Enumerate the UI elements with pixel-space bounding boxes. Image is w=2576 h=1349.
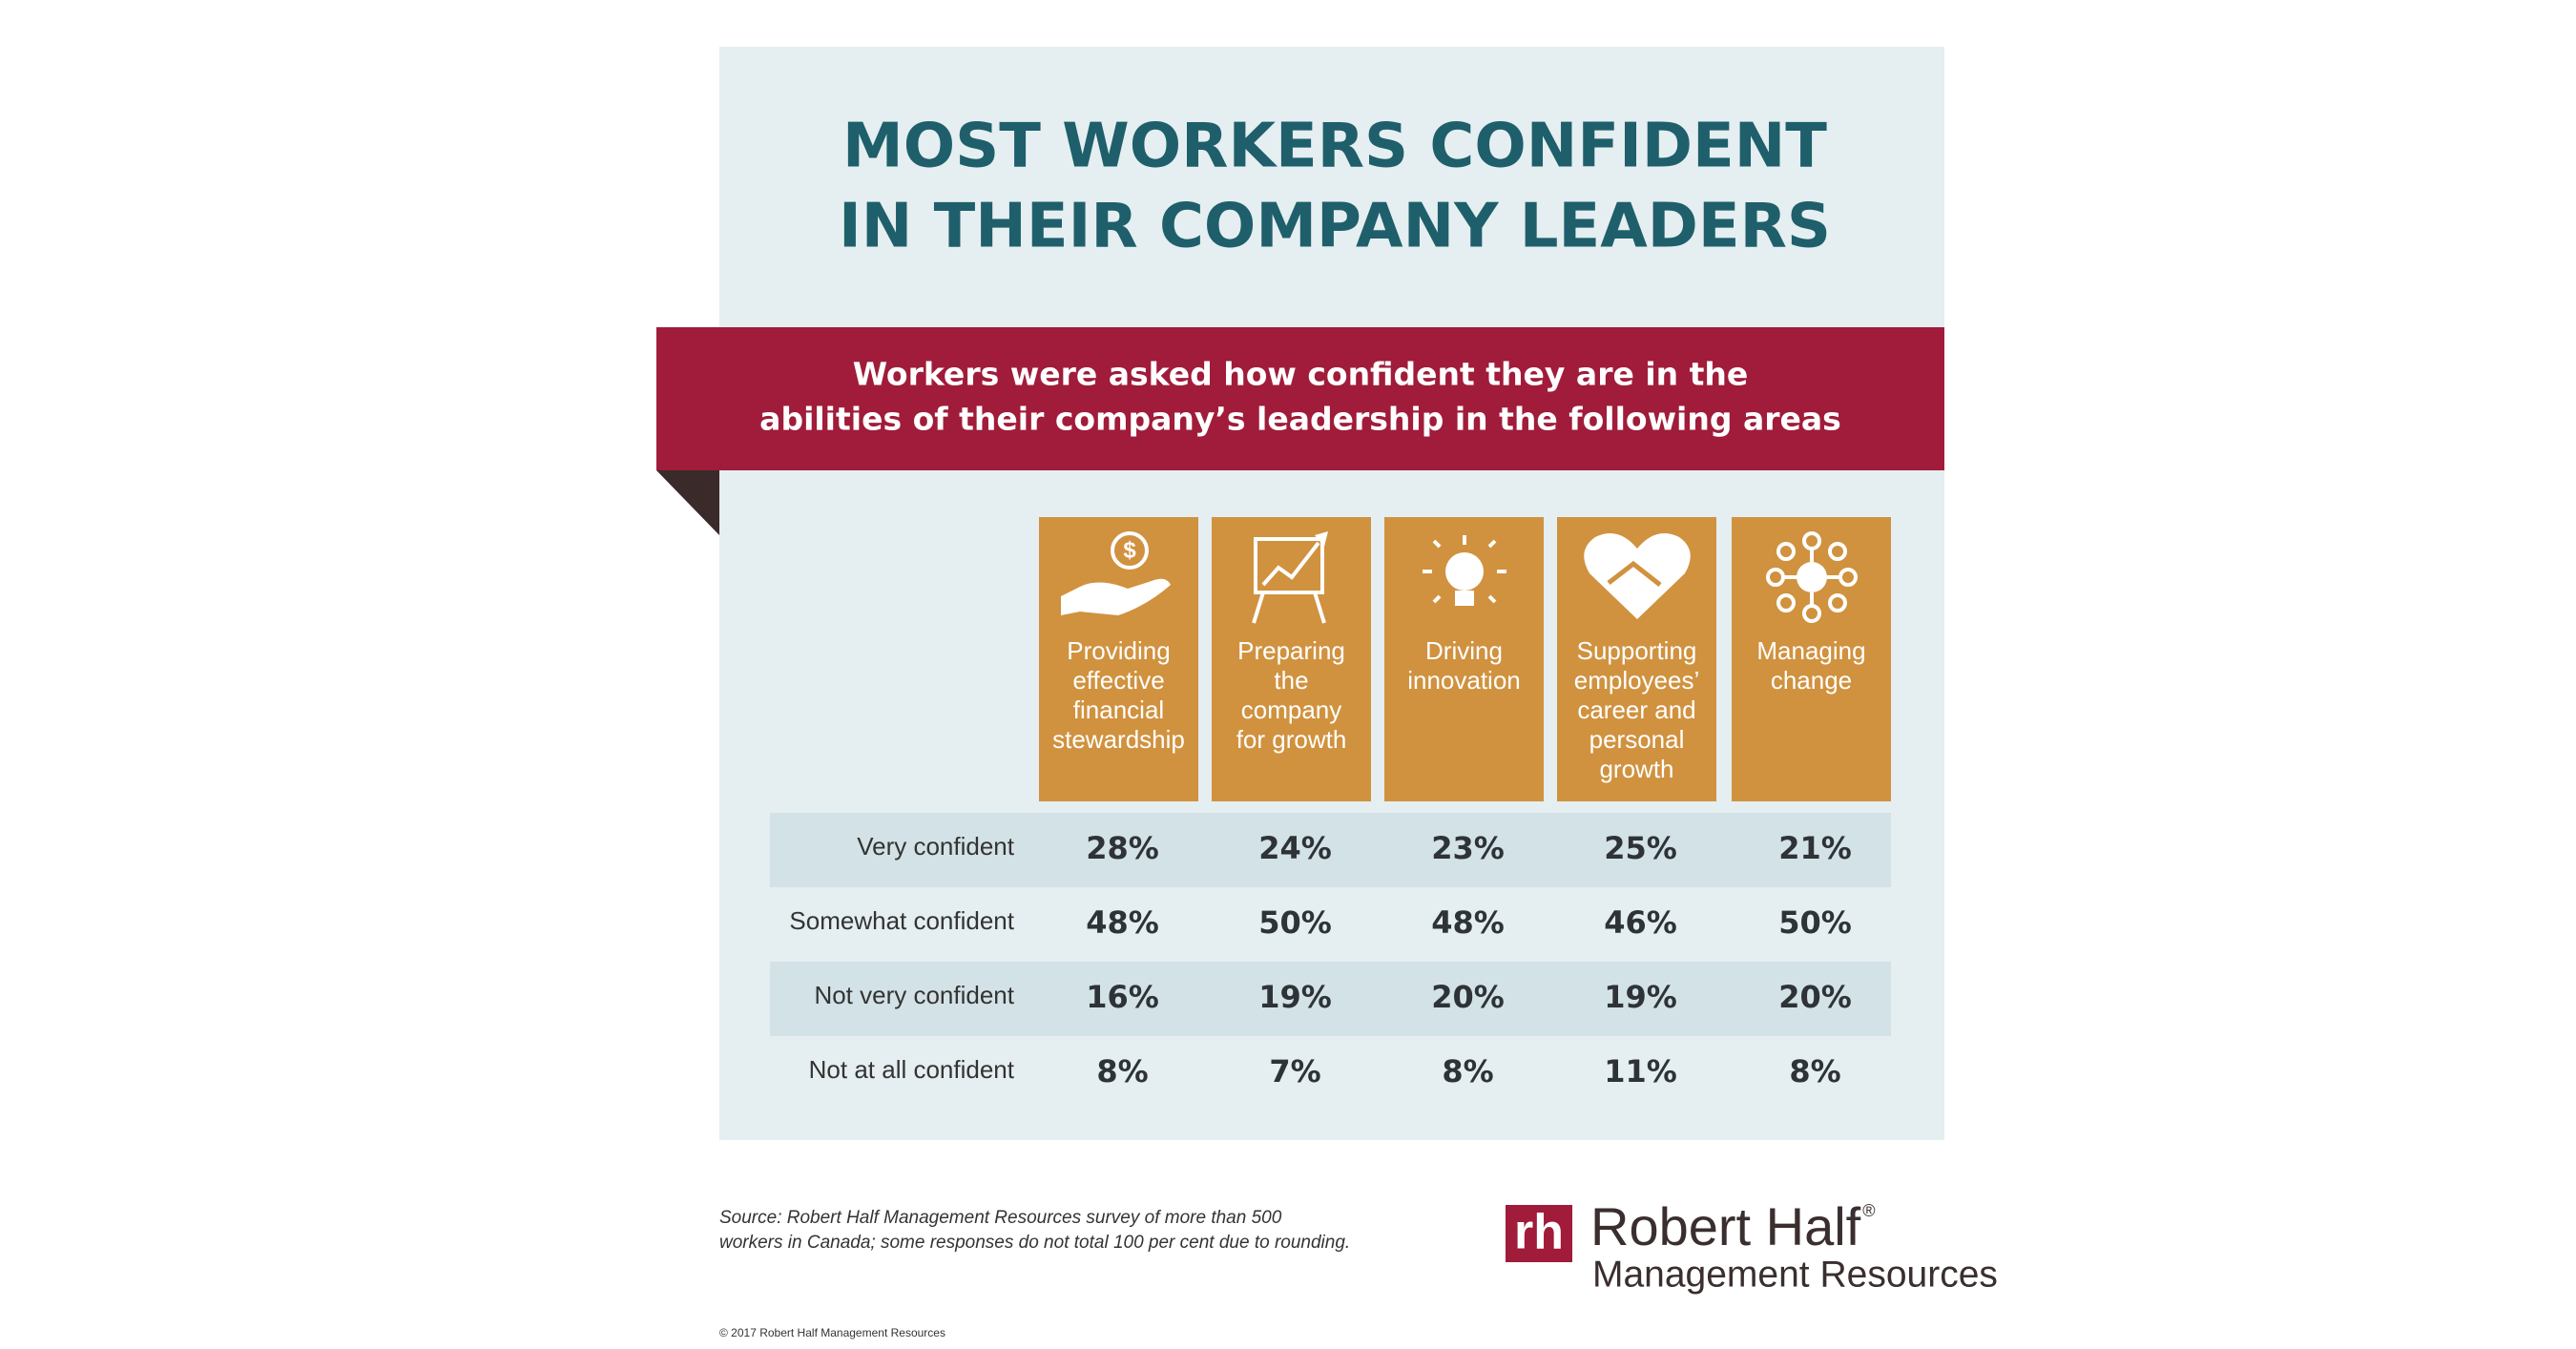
row-label: Very confident [857,832,1015,861]
icon-heart [1584,533,1691,619]
table-cell: 24% [1258,830,1332,866]
table-cell: 19% [1258,979,1332,1015]
banner-fold [656,470,719,535]
table-cell: 48% [1431,904,1505,941]
title-line: IN THEIR COMPANY LEADERS [839,192,1831,262]
column-header [1212,517,1371,801]
icon-growth [1252,531,1328,624]
icons: $ [1061,531,1858,624]
row-band [770,962,1891,1036]
copyright: © 2017 Robert Half Management Resources [719,1326,945,1339]
source-note: Source: Robert Half Management Resources… [719,1208,1282,1228]
table-cell: 20% [1778,979,1852,1015]
table-cell: 20% [1431,979,1505,1015]
column-label: Preparing [1237,636,1345,665]
table-cell: 7% [1269,1053,1320,1090]
row-label: Not at all confident [809,1055,1015,1084]
logo-mark: rh [1514,1205,1564,1260]
icon-network [1766,531,1858,623]
table-cell: 28% [1086,830,1159,866]
row-label: Not very confident [814,981,1014,1009]
table-cell: 48% [1086,904,1159,941]
logo-registered: ® [1862,1201,1875,1220]
column-label: for growth [1236,725,1347,754]
banner-line: abilities of their company’s leadership … [759,401,1841,438]
column-label: the [1274,666,1308,695]
table-cell: 50% [1258,904,1332,941]
logo-division: Management Resources [1592,1254,1998,1295]
row-label: Somewhat confident [789,906,1014,935]
table-cell: 8% [1442,1053,1493,1090]
table-cell: 8% [1789,1053,1840,1090]
column-label: personal [1589,725,1685,754]
column-label: employees’ [1574,666,1700,695]
column-label: career and [1577,695,1695,724]
banner [656,327,1944,470]
logo-name: Robert Half [1590,1196,1861,1256]
column-label: growth [1599,755,1673,783]
column-label: effective [1072,666,1164,695]
table-cell: 50% [1778,904,1852,941]
table-cell: 21% [1778,830,1852,866]
icon-bulb [1423,535,1506,606]
icon-finance: $ [1061,531,1171,615]
table-cell: 8% [1096,1053,1148,1090]
column-label: Driving [1425,636,1503,665]
row-band [770,813,1891,887]
table-cell: 19% [1604,979,1677,1015]
table-cell: 46% [1604,904,1677,941]
svg-text:$: $ [1123,537,1136,563]
column-label: financial [1073,695,1164,724]
column-label: stewardship [1052,725,1185,754]
column-label: innovation [1407,666,1521,695]
table-cell: 25% [1604,830,1677,866]
column-label: Providing [1067,636,1170,665]
table-cell: 16% [1086,979,1159,1015]
logo-box [1506,1205,1572,1262]
column-label: Managing [1756,636,1865,665]
column-label: change [1771,666,1852,695]
table-cell: 11% [1604,1053,1677,1090]
title-line: MOST WORKERS CONFIDENT [842,112,1827,182]
table-cell: 23% [1431,830,1505,866]
column-label: Supporting [1577,636,1697,665]
source-note: workers in Canada; some responses do not… [719,1233,1350,1253]
banner-line: Workers were asked how confident they ar… [853,356,1749,393]
column-label: company [1241,695,1342,724]
